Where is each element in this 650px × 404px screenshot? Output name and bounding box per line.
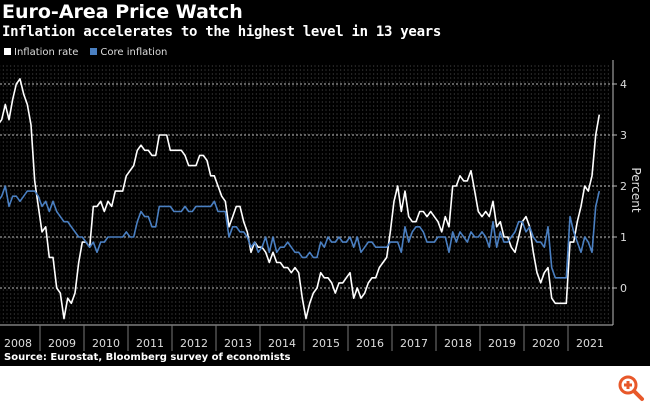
x-tick-label: 2016 (356, 337, 384, 350)
legend-item-core: Core inflation (90, 47, 167, 58)
x-tick-label: 2018 (444, 337, 472, 350)
line-chart: 0 1 2 3 4 Percent 2008 2009 2010 2011 2012 2013 2014… (0, 60, 643, 351)
x-tick-label: 2009 (48, 337, 76, 350)
x-tick-label: 2011 (136, 337, 164, 350)
legend-label: Inflation rate (14, 47, 79, 58)
source-note: Source: Eurostat, Bloomberg survey of ec… (4, 352, 291, 363)
x-tick-label: 2010 (92, 337, 120, 350)
legend-label: Core inflation (100, 47, 168, 58)
x-tick-label: 2013 (224, 337, 252, 350)
chart-panel: Euro-Area Price Watch Inflation accelera… (0, 0, 650, 366)
y-axis-label: Percent (629, 167, 643, 212)
y-tick-label: 0 (620, 282, 627, 295)
y-tick-label: 3 (620, 129, 627, 142)
series-core-inflation-line (0, 185, 601, 279)
y-tick-label: 4 (620, 78, 627, 91)
x-tick-label: 2020 (532, 337, 560, 350)
x-tick-label: 2015 (312, 337, 340, 350)
y-tick-label: 1 (620, 231, 627, 244)
x-tick-label: 2021 (576, 337, 604, 350)
magnify-plus-icon (618, 375, 644, 401)
legend-swatch (90, 48, 98, 55)
y-tick-label: 2 (620, 180, 627, 193)
chart-title: Euro-Area Price Watch (2, 1, 243, 23)
x-tick-label: 2017 (400, 337, 428, 350)
series-inflation-rate-line (0, 78, 601, 320)
legend-swatch (4, 48, 11, 55)
legend: Inflation rate Core inflation (4, 47, 167, 58)
x-tick-label: 2012 (180, 337, 208, 350)
zoom-button[interactable] (617, 374, 645, 402)
x-tick-label: 2008 (4, 337, 32, 350)
legend-item-inflation: Inflation rate (4, 47, 78, 58)
chart-subtitle: Inflation accelerates to the highest lev… (2, 24, 441, 40)
x-tick-label: 2019 (488, 337, 516, 350)
x-tick-label: 2014 (268, 337, 296, 350)
